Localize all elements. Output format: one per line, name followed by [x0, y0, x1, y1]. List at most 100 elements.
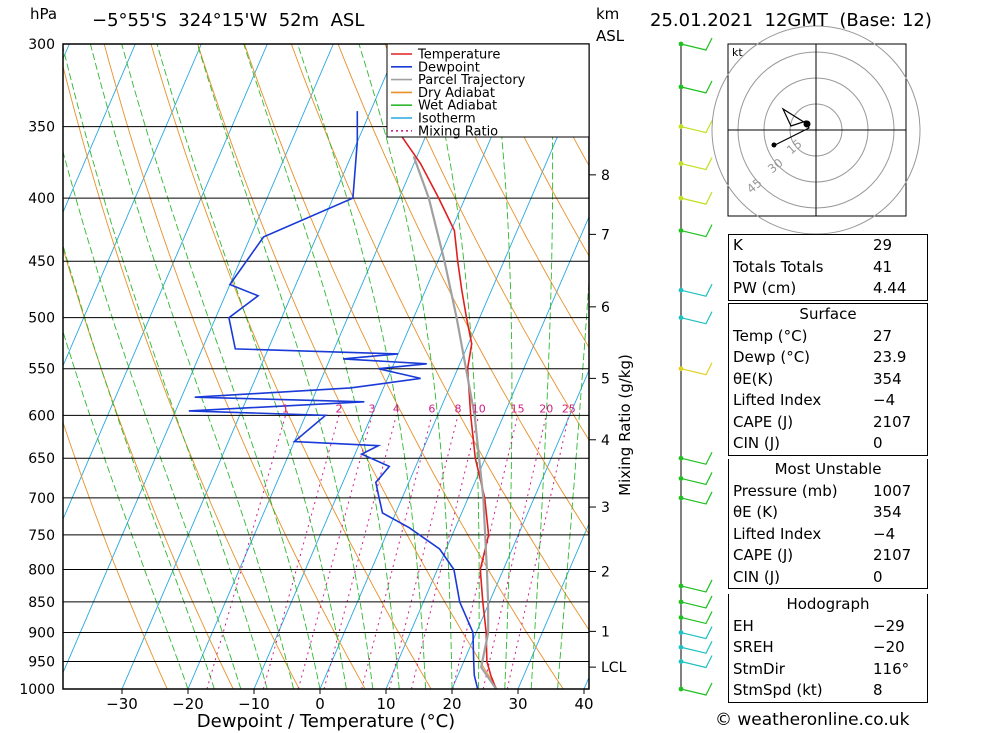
- series-dewpoint: [188, 111, 479, 689]
- hodo-row: EH −29: [729, 616, 927, 638]
- isotherm-line: [385, 215, 589, 689]
- height-tick-label: 2: [601, 564, 610, 580]
- mu-label: CAPE (J): [733, 546, 794, 564]
- wind-barb: [680, 283, 713, 297]
- legend-label: Isotherm: [418, 112, 476, 127]
- wind-barb: [680, 626, 713, 640]
- mu-label: θE (K): [733, 503, 778, 521]
- surface-label: θE(K): [733, 369, 774, 388]
- temp-tick-label: 30: [508, 695, 527, 713]
- legend-label: Temperature: [417, 48, 500, 63]
- dry-adiabat-line: [197, 44, 498, 689]
- x-axis-label: Dewpoint / Temperature (°C): [197, 711, 455, 732]
- mixing-ratio-line: [388, 415, 459, 689]
- pressure-tick-label: 1000: [19, 682, 55, 698]
- pressure-unit: hPa: [30, 5, 58, 23]
- dry-adiabat-line: [431, 44, 589, 349]
- mixing-ratio-label: 6: [428, 402, 435, 415]
- pressure-tick-label: 350: [28, 120, 55, 136]
- dry-adiabat-line: [946, 44, 1000, 689]
- height-unit-km: km: [596, 5, 620, 23]
- surface-label: Lifted Index: [733, 391, 822, 409]
- pressure-tick-label: 600: [28, 408, 55, 424]
- mixing-ratio-label: 20: [539, 402, 553, 415]
- hodograph-unit: kt: [732, 46, 743, 59]
- hodo-row: StmDir 116°: [729, 659, 927, 681]
- mu-value: 354: [873, 503, 902, 521]
- mu-value: 0: [873, 567, 883, 586]
- wet-adiabat-line: [121, 44, 321, 689]
- dry-adiabat-line: [103, 44, 366, 689]
- pressure-tick-label: 800: [28, 562, 55, 578]
- mu-label: Pressure (mb): [733, 481, 838, 500]
- mixing-ratio-label: 10: [472, 402, 486, 415]
- wet-adiabat-line: [196, 44, 374, 689]
- pressure-tick-label: 850: [28, 595, 55, 611]
- mixing-ratio-line: [482, 415, 547, 689]
- legend-label: Wet Adiabat: [418, 99, 497, 114]
- pressure-tick-label: 450: [28, 254, 55, 270]
- mixing-ratio-line: [323, 415, 397, 689]
- hodo-label: StmDir: [733, 659, 785, 678]
- wind-barb: [680, 579, 713, 593]
- pressure-tick-label: 650: [28, 451, 55, 467]
- wind-barb: [680, 472, 713, 486]
- pressure-tick-label: 300: [28, 37, 55, 53]
- wet-adiabat-line: [63, 150, 242, 689]
- mixing-ratio-line: [452, 415, 519, 689]
- surface-label: Dewp (°C): [733, 348, 811, 366]
- height-tick-label: 3: [601, 500, 610, 516]
- mu-row: θE (K) 354: [729, 502, 927, 524]
- temp-tick-label: 40: [574, 695, 593, 713]
- mu-label: Lifted Index: [733, 524, 822, 543]
- mu-row: Lifted Index −4: [729, 524, 927, 546]
- surface-value: −4: [873, 391, 896, 409]
- mixing-ratio-label: 3: [369, 402, 376, 415]
- axes-labels: 1 2 3 4 6 8 10 15 20 2530035040045050055060065070…: [19, 37, 634, 732]
- mixing-ratio-label: 25: [562, 402, 576, 415]
- legend-label: Dry Adiabat: [418, 86, 495, 101]
- wet-adiabat-line: [63, 45, 268, 689]
- surface-row: θE(K) 354: [729, 369, 927, 391]
- mixing-ratio-line: [262, 415, 340, 689]
- wind-barb-dot: [678, 315, 684, 321]
- wind-barb: [680, 611, 713, 625]
- mixing-ratio-line: [506, 415, 570, 689]
- temp-tick-label: −20: [172, 695, 204, 713]
- surface-row: Lifted Index −4: [729, 390, 927, 412]
- copyright-link[interactable]: © weatheronline.co.uk: [715, 710, 910, 730]
- pressure-tick-label: 700: [28, 491, 55, 507]
- height-tick-label: 5: [601, 371, 610, 387]
- hodo-value: −20: [873, 638, 905, 656]
- wind-barb: [680, 37, 713, 51]
- pressure-tick-label: 750: [28, 528, 55, 544]
- mu-row: Pressure (mb) 1007: [729, 481, 927, 503]
- temp-tick-label: 20: [442, 695, 461, 713]
- hodo-value: 8: [873, 681, 883, 699]
- wind-barb: [680, 682, 713, 696]
- mixing-ratio-line: [361, 415, 433, 689]
- dry-adiabat-line: [337, 44, 589, 535]
- index-label: PW (cm): [733, 279, 797, 297]
- dry-adiabat-line: [477, 44, 589, 257]
- wind-barb: [680, 451, 713, 465]
- height-tick-label: 1: [601, 624, 610, 640]
- isotherm-line: [319, 62, 589, 689]
- hodo-label: StmSpd (kt): [733, 681, 823, 699]
- mu-label: CIN (J): [733, 567, 781, 586]
- wind-barb: [680, 655, 713, 669]
- hodograph-point: [803, 120, 811, 128]
- mu-value: 1007: [873, 481, 912, 500]
- plot-frame: [62, 43, 590, 690]
- mixing-ratio-label: 8: [454, 402, 461, 415]
- legend-label: Mixing Ratio: [418, 124, 498, 139]
- pressure-tick-label: 950: [28, 655, 55, 671]
- isotherm-line: [63, 44, 334, 674]
- wind-barb: [680, 595, 713, 609]
- hodo-value: 116°: [873, 659, 910, 678]
- pressure-tick-label: 900: [28, 626, 55, 642]
- datetime-title: 25.01.2021 12GMT (Base: 12): [650, 10, 932, 31]
- surface-row: Temp (°C) 27: [729, 326, 927, 348]
- temp-tick-label: 0: [315, 695, 325, 713]
